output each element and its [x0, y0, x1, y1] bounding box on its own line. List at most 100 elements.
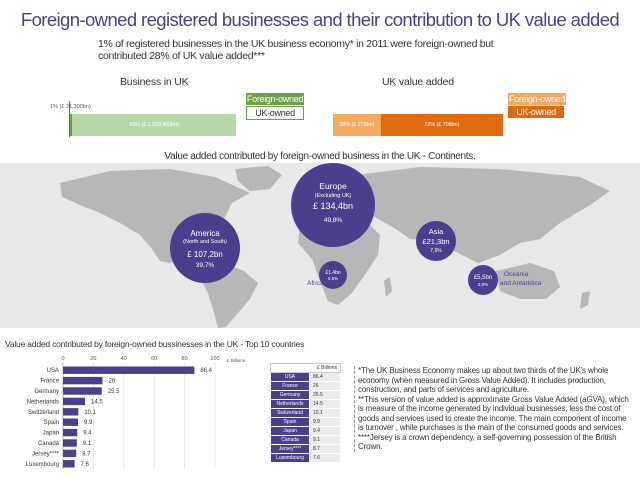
table-header: £ Billions — [270, 363, 341, 373]
value-label-6: 9.4 — [83, 431, 92, 437]
value-foreign-bar-label: 28% (£ 278bn) — [339, 122, 375, 128]
business-uk-bar-label: 99% (£ 1,920,400bn) — [129, 122, 179, 128]
table-country-cell: Jersey**** — [270, 444, 310, 454]
madagascar-shape — [384, 277, 392, 297]
table-row: USA 86.4 — [270, 372, 341, 382]
category-label-4: Switzerland — [28, 410, 59, 416]
category-label-7: Canada — [38, 441, 60, 447]
business-chart-title: Business in UK — [120, 76, 189, 88]
table-row: Canada 9.1 — [270, 435, 341, 445]
value-label-9: 7.6 — [81, 462, 90, 468]
category-label-8: Jersey**** — [32, 451, 60, 457]
asia-bubble — [416, 221, 456, 261]
table-country-cell: Netherlands — [270, 399, 310, 409]
category-label-6: Japan — [43, 431, 59, 437]
footnote-3: ****Jersey is a crown dependency, a self… — [358, 432, 617, 452]
table-row: Jersey**** 8.7 — [270, 444, 341, 454]
america-bubble — [170, 213, 240, 283]
greenland-shape — [235, 166, 282, 191]
table-country-cell: Switzerland — [270, 408, 310, 418]
category-label-1: France — [40, 379, 59, 385]
footnote-2: **This version of value added is approxi… — [358, 394, 629, 433]
value-uk-bar: 72% (£ 708bn) — [380, 114, 503, 136]
region-value-oceania: £5,5bn — [474, 275, 492, 281]
table-value-cell: 9.9 — [309, 417, 341, 427]
table-value-cell: 7.6 — [309, 453, 341, 463]
business-foreign-label: 1% (£ 21,300bn) — [50, 104, 91, 110]
asia-shape — [340, 167, 610, 263]
countries-chart-title: Value added contributed by foreign-owned… — [5, 339, 305, 349]
category-label-3: Netherlands — [27, 399, 59, 405]
countries-bar-chart: 0 20 40 60 80 100 £ Billions USA 86.4 France 26 Ger… — [26, 356, 246, 469]
europe-bubble — [291, 163, 375, 247]
table-country-cell: USA — [270, 372, 310, 382]
value-chart-title: UK value added — [382, 76, 454, 88]
bar-3 — [63, 397, 86, 406]
page-title: Foreign-owned registered businesses and … — [20, 9, 620, 30]
value-label-5: 9.9 — [84, 420, 93, 426]
page-subtitle: 1% of registered businesses in the UK bu… — [98, 38, 494, 62]
table-row: Spain 9.9 — [270, 417, 341, 427]
value-uk-bar-label: 72% (£ 708bn) — [424, 122, 460, 128]
table-value-cell: 25.5 — [309, 390, 341, 400]
table-value-cell: 10.1 — [309, 408, 341, 418]
value-label-0: 86.4 — [200, 368, 212, 374]
table-country-cell: Luxembourg — [270, 453, 310, 463]
world-map: Europe (Excluding UK) £ 134,4bn 49,8% Americ… — [0, 163, 640, 328]
category-label-5: Spain — [44, 420, 59, 426]
x-tick-0: 0 — [61, 356, 64, 362]
bar-0 — [63, 366, 195, 374]
region-name-america: America — [190, 229, 220, 238]
region-name-europe: Europe — [319, 181, 347, 191]
value-legend-uk: UK-owned — [508, 106, 564, 118]
footnote-1: *The UK Business Economy makes up about … — [358, 366, 609, 394]
table-value-cell: 86.4 — [309, 372, 341, 382]
bar-9 — [63, 460, 75, 468]
bar-8 — [63, 449, 77, 458]
bar-7 — [63, 439, 77, 447]
category-label-9: Luxembourg — [26, 462, 59, 468]
table-country-cell: Germany — [270, 390, 310, 400]
business-legend-foreign: Foreign-owned — [246, 93, 304, 105]
table-country-cell: Canada — [270, 435, 310, 445]
table-row: Japan 9.4 — [270, 426, 341, 436]
value-label-4: 10.1 — [84, 410, 96, 416]
region-value-america: £ 107,2bn — [187, 250, 223, 259]
bar-2 — [63, 387, 102, 395]
x-tick-2: 40 — [121, 356, 127, 362]
table-value-cell: 8.7 — [309, 444, 341, 454]
region-pct-europe: 49,8% — [324, 217, 343, 224]
value-label-7: 9.1 — [83, 441, 92, 447]
x-tick-1: 20 — [90, 356, 96, 362]
category-label-0: USA — [47, 368, 59, 374]
table-value-cell: 14.5 — [309, 399, 341, 409]
table-value-cell: 26 — [309, 381, 341, 391]
value-legend-foreign: Foreign-owned — [508, 93, 566, 105]
bar-4 — [63, 408, 79, 416]
business-uk-bar: 99% (£ 1,920,400bn) — [72, 114, 236, 136]
region-pct-oceania: 2,0% — [478, 282, 488, 287]
table-country-cell: Japan — [270, 426, 310, 436]
table-row: France 26 — [270, 381, 341, 391]
value-label-2: 25.5 — [108, 389, 120, 395]
oceania-bubble — [468, 265, 498, 295]
value-label-1: 26 — [109, 379, 116, 385]
bar-5 — [63, 418, 79, 426]
region-sub-europe: (Excluding UK) — [315, 193, 352, 199]
category-label-2: Germany — [34, 389, 59, 395]
region-pct-africa: 0,5% — [328, 276, 338, 281]
x-tick-4: 80 — [182, 356, 188, 362]
countries-table: £ Billions USA 86.4 France 26 Germany 25.5 Net… — [270, 363, 341, 463]
value-foreign-bar: 28% (£ 278bn) — [333, 114, 381, 136]
business-legend-uk: UK-owned — [246, 106, 304, 120]
table-value-cell: 9.1 — [309, 435, 341, 445]
x-axis-label: £ Billions — [227, 358, 246, 363]
bar-1 — [63, 376, 103, 385]
region-value-europe: £ 134,4bn — [313, 201, 353, 211]
value-label-8: 8.7 — [82, 451, 91, 457]
table-country-cell: France — [270, 381, 310, 391]
business-foreign-bar — [70, 114, 72, 136]
region-value-asia: £21,3bn — [422, 237, 449, 246]
region-name-oceania-2: and Antarktica — [500, 280, 542, 287]
table-row: Luxembourg 7.6 — [270, 453, 341, 463]
